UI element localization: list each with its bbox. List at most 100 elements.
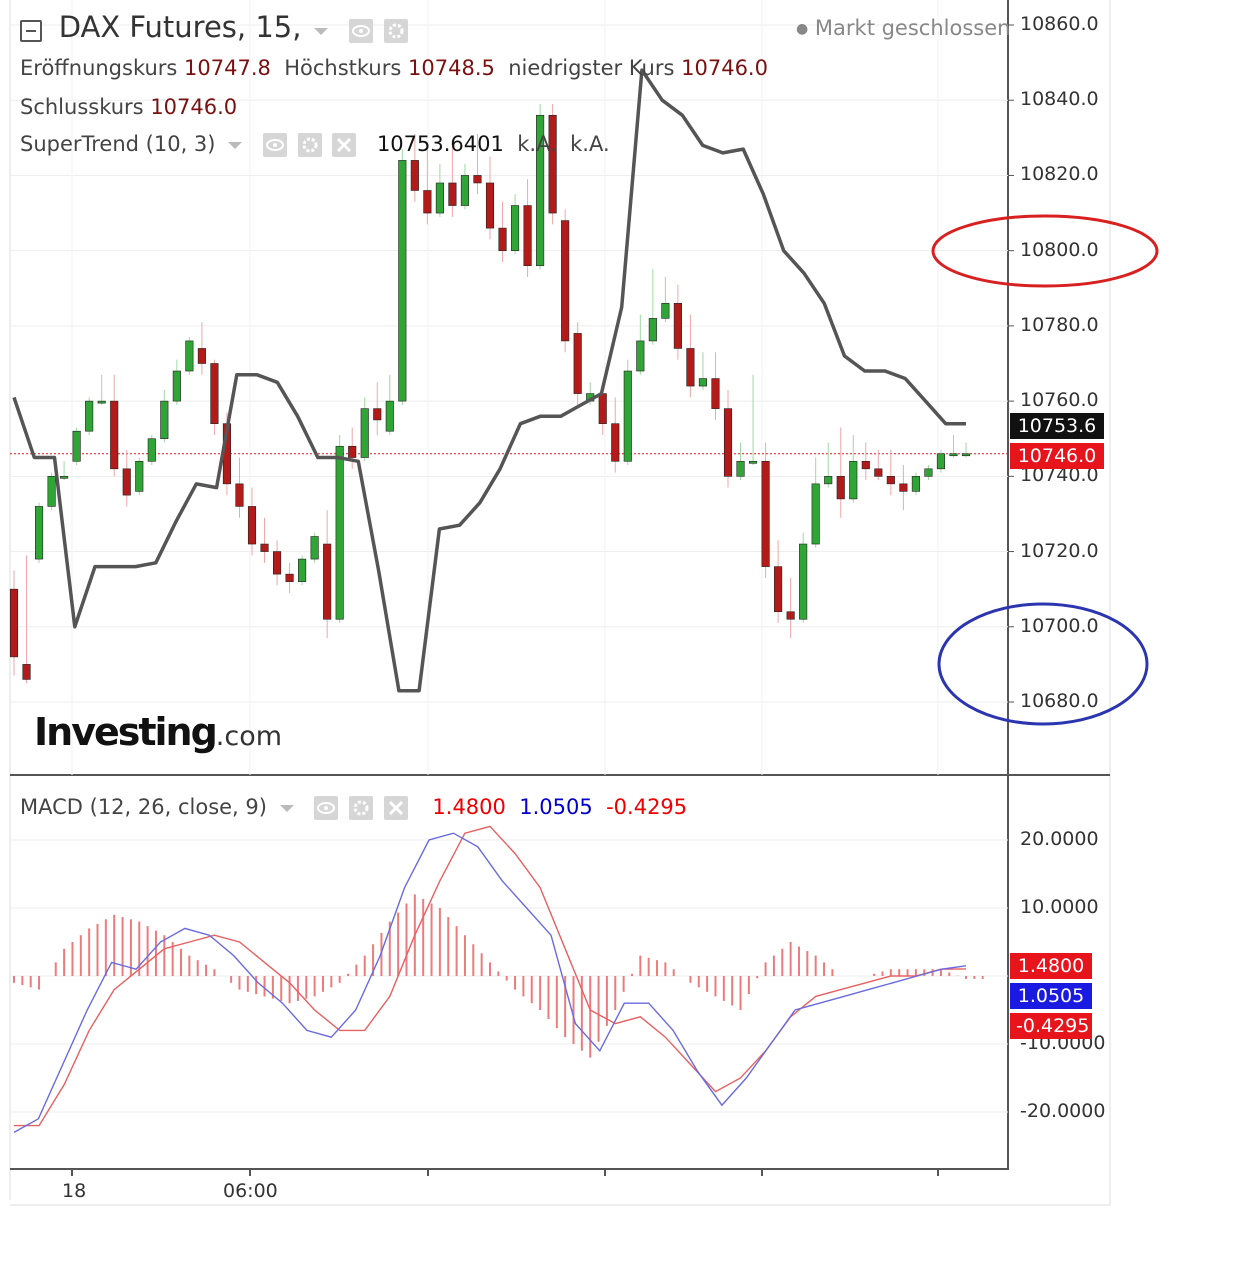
macd-tick-label: 10.0000 — [1020, 896, 1099, 918]
candle-down — [573, 333, 582, 394]
market-status: ● Markt geschlossen — [796, 16, 1010, 40]
close-label: Schlusskurs — [20, 95, 144, 119]
macd-value: 1.4800 — [432, 795, 506, 819]
time-label-18: 18 — [62, 1180, 87, 1202]
macd-tag: 1.4800 — [1010, 953, 1092, 979]
candle-up — [799, 543, 808, 620]
candle-up — [398, 160, 407, 402]
candle-down — [673, 303, 682, 349]
supertrend-na-2: k.A. — [570, 132, 610, 156]
open-value: 10747.8 — [184, 56, 271, 80]
candle-down — [272, 551, 282, 575]
last-price-tag: 10746.0 — [1010, 443, 1104, 469]
candle-up — [698, 378, 708, 387]
candle-up — [661, 303, 670, 319]
eye-icon[interactable] — [262, 133, 287, 157]
candle-down — [861, 460, 870, 470]
candle-up — [636, 340, 645, 372]
logo-suffix: .com — [215, 721, 283, 752]
candle-down — [210, 363, 219, 424]
candle-up — [135, 460, 144, 492]
ohlc-row-2: Schlusskurs 10746.0 — [20, 95, 237, 119]
candle-down — [448, 182, 457, 206]
red-ellipse — [931, 214, 1159, 288]
status-dot-icon: ● — [796, 21, 809, 37]
candle-up — [172, 370, 181, 402]
high-label: Höchstkurs — [284, 56, 402, 80]
candle-up — [298, 558, 307, 582]
candle-up — [748, 460, 758, 464]
investing-logo: Investing.com — [34, 710, 282, 754]
candle-down — [485, 182, 495, 229]
macd-grid — [10, 839, 1008, 1113]
candle-up — [147, 438, 156, 462]
time-label-0600: 06:00 — [223, 1180, 278, 1202]
price-tick-label: 10760.0 — [1020, 389, 1099, 412]
logo-main: Investing — [34, 710, 218, 754]
candle-up — [160, 400, 169, 440]
low-value: 10746.0 — [681, 56, 768, 80]
candle-up — [510, 205, 520, 251]
candle-down — [22, 664, 31, 680]
price-tick-label: 10680.0 — [1020, 690, 1099, 712]
close-value: 10746.0 — [150, 95, 238, 119]
candle-up — [60, 476, 69, 479]
price-tick-label: 10780.0 — [1020, 313, 1099, 336]
gear-icon[interactable] — [383, 19, 408, 43]
gear-icon[interactable] — [349, 796, 374, 820]
chevron-down-icon[interactable] — [228, 141, 243, 149]
macd-label: MACD (12, 26, close, 9) — [20, 795, 267, 819]
close-icon[interactable] — [383, 796, 408, 820]
candle-up — [736, 460, 745, 477]
blue-ellipse — [937, 602, 1149, 726]
candle-down — [373, 408, 382, 421]
candle-down — [836, 476, 845, 500]
chevron-down-icon[interactable] — [279, 804, 294, 812]
title-row: DAX Futures, 15, — [20, 10, 412, 44]
candle-down — [122, 468, 131, 496]
candle-down — [110, 400, 119, 470]
signal-value: 1.0505 — [519, 795, 593, 819]
price-tick-label: 10700.0 — [1020, 614, 1099, 637]
candle-down — [410, 160, 419, 191]
low-label: niedrigster Kurs — [508, 56, 675, 80]
collapse-icon[interactable] — [20, 20, 42, 42]
candle-down — [874, 468, 883, 477]
candle-up — [936, 453, 946, 470]
price-tick-label: 10720.0 — [1020, 539, 1099, 562]
candle-up — [460, 175, 470, 206]
chart-frame — [9, 0, 1111, 1206]
price-tick-label: 10840.0 — [1020, 88, 1099, 111]
price-tick-label: 10740.0 — [1020, 464, 1099, 487]
eye-icon[interactable] — [314, 796, 339, 820]
eye-icon[interactable] — [348, 19, 373, 43]
candle-up — [648, 318, 657, 342]
supertrend-path — [12, 68, 966, 693]
candle-up — [536, 114, 545, 267]
candle-up — [85, 400, 94, 432]
supertrend-na-1: k.A. — [517, 132, 557, 156]
candle-up — [360, 408, 369, 458]
candle-down — [761, 460, 770, 567]
price-grid — [10, 0, 1014, 775]
candle-down — [235, 483, 244, 507]
candle-down — [686, 348, 695, 387]
candle-down — [598, 393, 607, 424]
signal-line — [14, 825, 967, 1127]
gear-icon[interactable] — [297, 133, 322, 157]
candle-down — [786, 611, 795, 620]
candle-down — [523, 205, 532, 267]
candle-up — [849, 460, 858, 500]
close-icon[interactable] — [332, 133, 357, 157]
signal-tag: 1.0505 — [1010, 983, 1092, 1009]
chevron-down-icon[interactable] — [314, 27, 329, 35]
candle-down — [197, 348, 206, 364]
ohlc-row-1: Eröffnungskurs 10747.8 Höchstkurs 10748.… — [20, 56, 768, 80]
supertrend-value: 10753.6401 — [376, 132, 504, 156]
candle-up — [924, 468, 933, 477]
hist-tag: -0.4295 — [1010, 1013, 1092, 1039]
candle-up — [961, 453, 971, 457]
macd-tick-label: 20.0000 — [1020, 828, 1099, 850]
candle-up — [34, 506, 44, 560]
price-tick-label: 10800.0 — [1020, 238, 1099, 261]
